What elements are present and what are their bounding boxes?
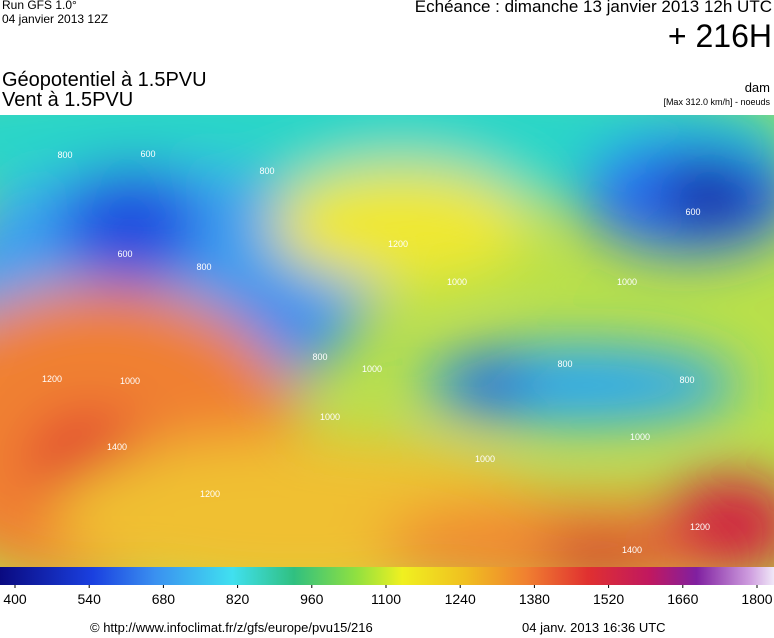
contour-label: 800: [259, 166, 274, 176]
run: Run GFS 1.0°: [2, 0, 77, 12]
unit: dam: [744, 80, 770, 95]
contour-label: 800: [557, 359, 572, 369]
colorbar-label: 400: [3, 591, 27, 607]
colorbar-label: 1240: [445, 591, 476, 607]
contour-label: 1400: [107, 442, 127, 452]
contour-label: 1200: [388, 239, 408, 249]
contour-label: 600: [140, 149, 155, 159]
map: 600 600 600 800 800 800 800 800 800 1000 1000 1000 1…: [0, 115, 774, 567]
contour-label: 600: [117, 249, 132, 259]
field: [0, 115, 774, 567]
contour-label: 1200: [200, 489, 220, 499]
contour-label: 1000: [320, 412, 340, 422]
colorbar-label: 960: [300, 591, 324, 607]
lead-time: + 216H: [667, 18, 772, 54]
colorbar-label: 1520: [593, 591, 624, 607]
colorbar-label: 1100: [371, 591, 401, 607]
contour-label: 1000: [362, 364, 382, 374]
contour-label: 1200: [690, 522, 710, 532]
contour-label: 1000: [447, 277, 467, 287]
contour-label: 1200: [42, 374, 62, 384]
contour-label: 800: [57, 150, 72, 160]
contour-label: 800: [312, 352, 327, 362]
wind-title: Vent à 1.5PVU: [2, 89, 134, 111]
colorbar-label: 1800: [741, 591, 772, 607]
contour-label: 1000: [120, 376, 140, 386]
max-wind: [Max 312.0 km/h] - noeuds: [663, 97, 770, 107]
contour-label: 1000: [617, 277, 637, 287]
contour-label: 1400: [622, 545, 642, 555]
run-date: 04 janvier 2013 12Z: [2, 12, 109, 26]
field-title: Géopotentiel à 1.5PVU: [2, 69, 207, 91]
footer-date: 04 janv. 2013 16:36 UTC: [522, 620, 666, 635]
colorbar-label: 820: [226, 591, 250, 607]
contour-label: 1000: [475, 454, 495, 464]
contour-label: 800: [679, 375, 694, 385]
contour-label: 800: [196, 262, 211, 272]
source: © http://www.infoclimat.fr/z/gfs/europe/…: [90, 620, 373, 635]
colorbar-axis: 400 540 680 820 960 1100 1240 1380 1520 1660 1800: [3, 585, 773, 607]
colorbar-label: 1380: [519, 591, 550, 607]
colorbar-label: 680: [152, 591, 176, 607]
colorbar: [0, 567, 774, 585]
colorbar-label: 1660: [667, 591, 698, 607]
contour-label: 600: [685, 207, 700, 217]
contour-label: 1000: [630, 432, 650, 442]
colorbar-label: 540: [78, 591, 102, 607]
forecast: Echéance : dimanche 13 janvier 2013 12h …: [414, 0, 772, 16]
